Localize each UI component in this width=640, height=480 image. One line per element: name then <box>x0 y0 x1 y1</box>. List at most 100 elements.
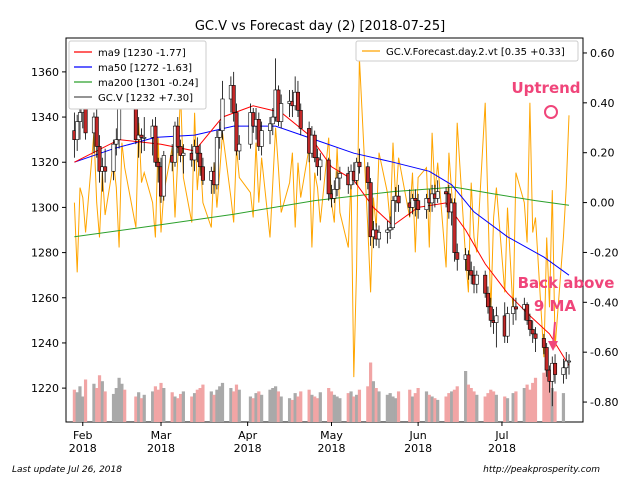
volume-bar <box>273 386 278 422</box>
candlesticks <box>72 58 572 407</box>
volume-bar <box>464 371 468 422</box>
volume-bar <box>310 394 314 422</box>
candle-body <box>567 360 572 363</box>
volume-bar <box>156 389 160 422</box>
candle-body <box>161 155 166 197</box>
axes: 1220 1240 1260 1280 1300 1320 1340 1360 0.60 0.40… <box>31 47 618 455</box>
candle-body <box>396 195 401 204</box>
legend-right-box <box>355 40 579 62</box>
x-tick-year: 2018 <box>147 442 175 455</box>
volume-bar <box>416 388 420 422</box>
candle-body <box>200 166 205 181</box>
y-right-tick-label: -0.40 <box>590 296 618 309</box>
volume-bar <box>377 391 381 422</box>
legend-right-label: GC.V.Forecast.day.2.vt [0.35 +0.33] <box>386 47 565 58</box>
volume-bar <box>391 396 395 422</box>
candle-body <box>178 146 183 156</box>
volume-bar <box>95 388 99 422</box>
volume-bar <box>279 396 283 422</box>
volume-bar <box>232 391 236 422</box>
candle-body <box>424 198 429 210</box>
volume-bar <box>545 369 549 422</box>
volume-bar <box>528 389 532 422</box>
y-left-tick-label: 1240 <box>31 337 59 350</box>
y-left-tick-label: 1320 <box>31 156 59 169</box>
volume-bar <box>92 383 96 422</box>
volume-bar <box>78 386 82 422</box>
volume-bar <box>452 389 457 422</box>
volume-bar <box>296 396 300 422</box>
x-tick-month: May <box>320 429 343 442</box>
volume-bar <box>329 391 334 422</box>
volume-bar <box>483 396 487 422</box>
candle-body <box>561 367 566 375</box>
legend-left-box <box>68 40 207 110</box>
candle-body <box>318 159 323 168</box>
volume-bars <box>72 362 566 422</box>
volume-bar <box>410 396 415 422</box>
volume-bar <box>315 398 320 422</box>
volume-bar <box>97 375 102 422</box>
candle-body <box>385 229 390 233</box>
volume-bar <box>466 384 471 422</box>
legend-left-label: ma50 [1272 -1.63] <box>98 63 192 74</box>
volume-bar <box>123 389 127 422</box>
volume-bar <box>229 388 233 422</box>
volume-bar <box>268 389 272 422</box>
candle-body <box>83 105 88 134</box>
candle-body <box>505 313 510 337</box>
x-tick-year: 2018 <box>69 442 97 455</box>
y-left-tick-label: 1360 <box>31 66 59 79</box>
ma200-line <box>74 186 570 238</box>
x-tick-year: 2018 <box>488 442 516 455</box>
x-tick-year: 2018 <box>317 442 345 455</box>
candle-body <box>326 159 331 195</box>
volume-bar <box>561 393 566 422</box>
volume-bar <box>220 382 225 422</box>
candle-body <box>488 306 493 321</box>
candle-body <box>237 143 242 152</box>
candle-body <box>75 121 80 140</box>
y-right-tick-label: -0.80 <box>590 396 618 409</box>
candle-body <box>357 161 362 168</box>
candle-body <box>175 125 180 147</box>
candle-body <box>376 231 381 240</box>
volume-bar <box>503 396 507 422</box>
volume-bar <box>553 391 557 422</box>
uptrend-annotation: Uptrend <box>511 79 580 97</box>
candle-body <box>513 306 518 310</box>
volume-bar <box>170 392 174 422</box>
candle-body <box>337 173 342 179</box>
y-right-tick-label: 0.00 <box>590 197 615 210</box>
volume-bar <box>195 389 199 422</box>
y-left-tick-label: 1220 <box>31 382 59 395</box>
volume-bar <box>511 393 515 422</box>
candle-body <box>312 134 317 159</box>
candle-body <box>220 98 225 131</box>
candle-body <box>270 116 275 125</box>
candle-body <box>483 274 488 294</box>
candle-body <box>541 338 546 348</box>
candle-body <box>416 200 421 210</box>
volume-bar <box>75 392 79 422</box>
volume-bar <box>218 386 222 422</box>
volume-bar <box>525 384 529 422</box>
volume-bar <box>293 393 297 422</box>
volume-bar <box>287 398 292 422</box>
y-left-tick-label: 1340 <box>31 111 59 124</box>
volume-bar <box>114 388 118 422</box>
footer-source-url: http://peakprosperity.com <box>483 465 600 475</box>
volume-bar <box>181 391 185 422</box>
volume-bar <box>472 391 476 422</box>
candle-body <box>527 320 532 330</box>
candle-body <box>410 198 415 208</box>
candle-body <box>103 166 108 172</box>
candle-body <box>354 161 359 181</box>
volume-bar <box>369 362 373 422</box>
volume-bar <box>173 396 177 422</box>
volume-bar <box>276 391 280 422</box>
volume-bar <box>318 392 322 422</box>
y-left-tick-label: 1300 <box>31 201 59 214</box>
volume-bar <box>159 382 163 422</box>
volume-bar <box>489 389 493 422</box>
